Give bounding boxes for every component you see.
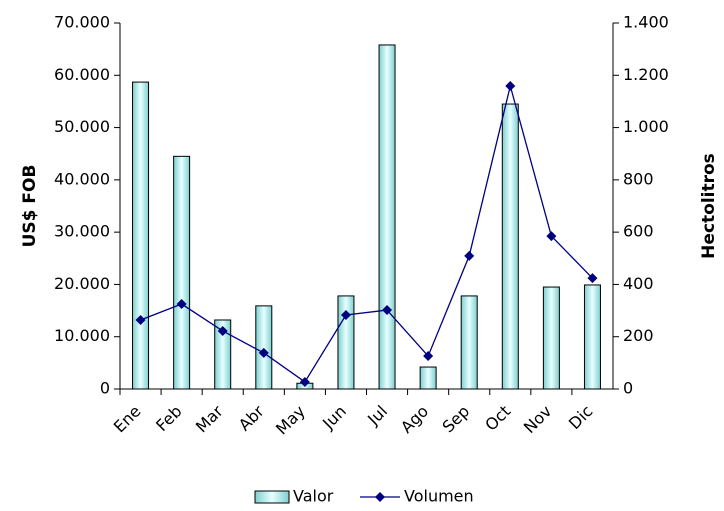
bar <box>501 103 519 390</box>
line-marker <box>340 310 351 321</box>
line-marker <box>546 231 557 242</box>
y-tick-label: 50.000 <box>54 117 110 136</box>
y2-tick-label: 1.000 <box>623 117 669 136</box>
y2-tick-label: 1.400 <box>623 13 669 32</box>
y2-tick-label: 200 <box>623 326 654 345</box>
y2-tick-label: 600 <box>623 222 654 241</box>
x-tick-label: Ene <box>110 402 145 437</box>
y2-tick-label: 400 <box>623 274 654 293</box>
line-marker <box>587 273 598 284</box>
line-marker <box>464 250 475 261</box>
x-tick-label: Nov <box>520 402 556 438</box>
x-tick-label: Ago <box>397 402 432 437</box>
x-tick-label: Feb <box>152 402 185 435</box>
legend-label: Volumen <box>404 487 474 506</box>
legend-label: Valor <box>293 487 334 506</box>
x-tick-label: Sep <box>438 402 473 437</box>
y-tick-label: 30.000 <box>54 222 110 241</box>
x-tick-label: Mar <box>192 401 227 436</box>
bar <box>173 155 191 390</box>
x-tick-label: Abr <box>235 401 268 434</box>
line-marker <box>382 305 393 316</box>
x-tick-label: Dic <box>565 402 597 434</box>
y-tick-label: 70.000 <box>54 13 110 32</box>
y-tick-label: 60.000 <box>54 65 110 84</box>
line-marker <box>258 347 269 358</box>
y-tick-label: 20.000 <box>54 274 110 293</box>
y2-axis-title: Hectolitros <box>699 153 719 259</box>
legend-marker <box>375 492 385 502</box>
bar <box>460 295 478 390</box>
line-marker <box>176 299 187 310</box>
line-marker <box>505 81 516 92</box>
line-marker <box>135 314 146 325</box>
y2-tick-label: 0 <box>623 379 633 398</box>
line-marker <box>217 325 228 336</box>
y-tick-label: 10.000 <box>54 326 110 345</box>
bar <box>583 284 601 390</box>
bar <box>542 286 560 390</box>
y2-tick-label: 800 <box>623 169 654 188</box>
bar <box>378 44 396 390</box>
bar <box>255 305 273 390</box>
x-tick-label: Jul <box>363 402 391 430</box>
bar <box>132 81 150 390</box>
line <box>140 85 593 383</box>
y-tick-label: 40.000 <box>54 169 110 188</box>
y2-tick-label: 1.200 <box>623 65 669 84</box>
bar <box>419 366 437 390</box>
line-marker <box>423 351 434 362</box>
x-tick-label: Jun <box>318 402 350 434</box>
y-tick-label: 0 <box>100 379 110 398</box>
legend-swatch <box>254 490 290 504</box>
x-tick-label: Oct <box>481 402 514 435</box>
bar <box>337 295 355 390</box>
y-axis-title: US$ FOB <box>20 165 40 248</box>
line-marker <box>299 376 310 387</box>
x-tick-label: May <box>272 402 309 439</box>
